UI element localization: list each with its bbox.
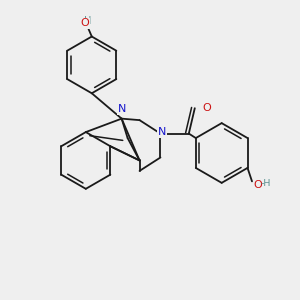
Text: O: O (81, 18, 89, 28)
Text: N: N (117, 104, 126, 114)
Text: O: O (202, 103, 211, 113)
Text: O: O (254, 180, 262, 190)
Text: -H: -H (260, 179, 270, 188)
Text: N: N (158, 127, 166, 137)
Text: H: H (84, 16, 92, 26)
